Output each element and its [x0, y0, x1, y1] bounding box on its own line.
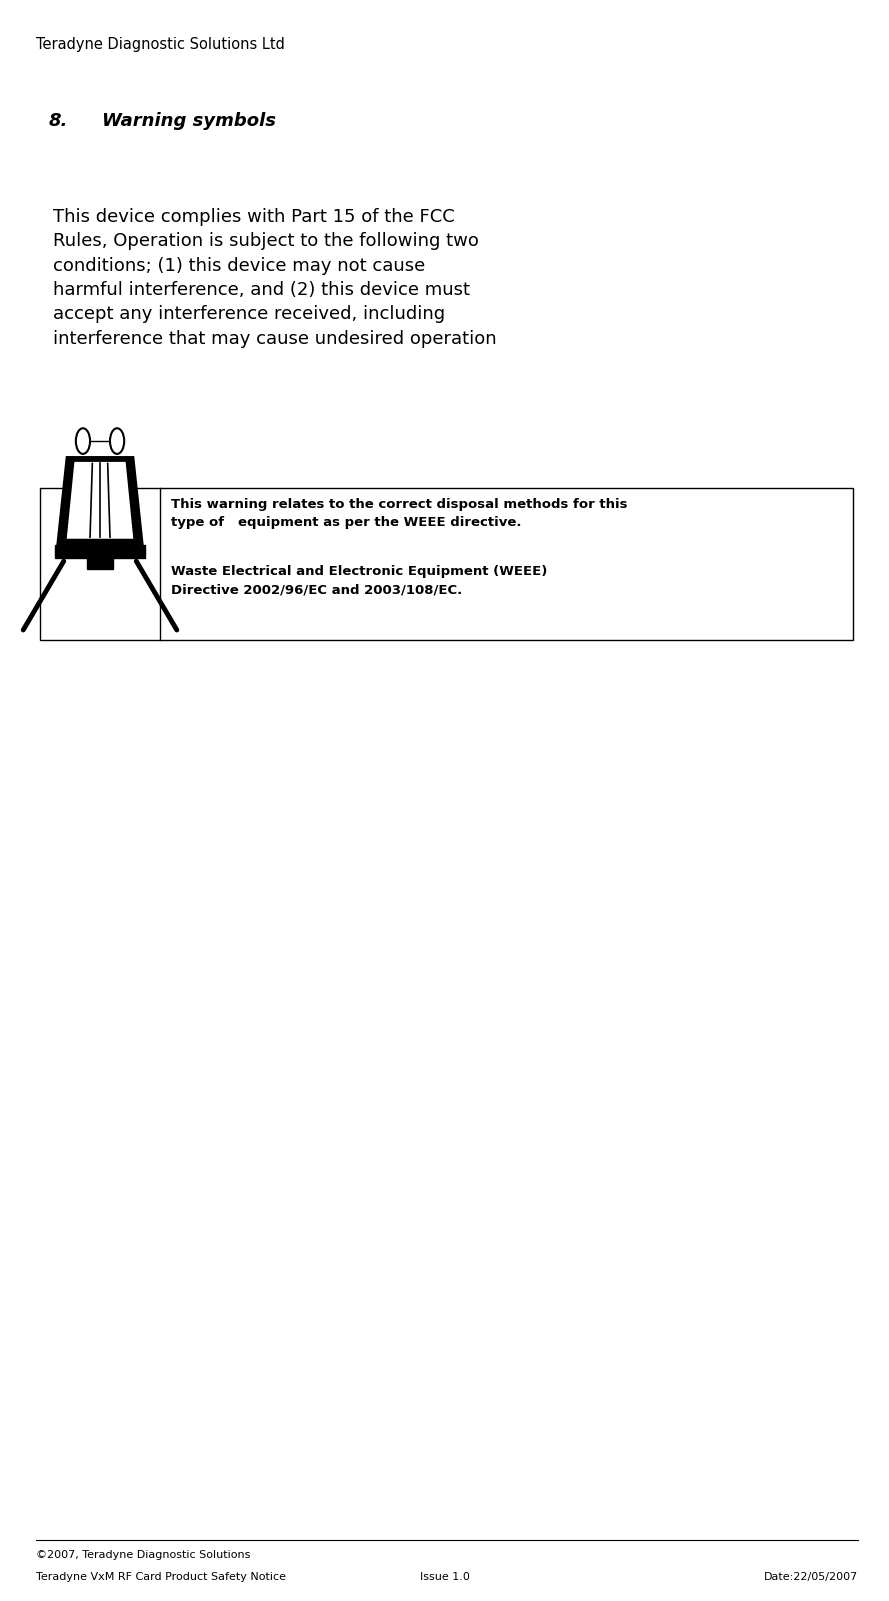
Circle shape	[110, 427, 124, 453]
Text: Date:22/05/2007: Date:22/05/2007	[764, 1572, 858, 1582]
Text: This device complies with Part 15 of the FCC
Rules, Operation is subject to the : This device complies with Part 15 of the…	[53, 208, 497, 347]
Polygon shape	[87, 559, 113, 568]
Polygon shape	[57, 458, 142, 544]
Circle shape	[76, 427, 90, 453]
Text: This warning relates to the correct disposal methods for this
type of   equipmen: This warning relates to the correct disp…	[171, 498, 627, 528]
Polygon shape	[55, 544, 145, 559]
Text: Teradyne VxM RF Card Product Safety Notice: Teradyne VxM RF Card Product Safety Noti…	[36, 1572, 285, 1582]
Polygon shape	[67, 461, 133, 538]
Text: ©2007, Teradyne Diagnostic Solutions: ©2007, Teradyne Diagnostic Solutions	[36, 1550, 250, 1559]
Text: 8.: 8.	[49, 112, 68, 130]
Text: Waste Electrical and Electronic Equipment (WEEE)
Directive 2002/96/EC and 2003/1: Waste Electrical and Electronic Equipmen…	[171, 565, 547, 596]
Text: Teradyne Diagnostic Solutions Ltd: Teradyne Diagnostic Solutions Ltd	[36, 37, 284, 51]
Text: Issue 1.0: Issue 1.0	[420, 1572, 469, 1582]
Text: Warning symbols: Warning symbols	[102, 112, 276, 130]
Bar	[40, 488, 853, 640]
